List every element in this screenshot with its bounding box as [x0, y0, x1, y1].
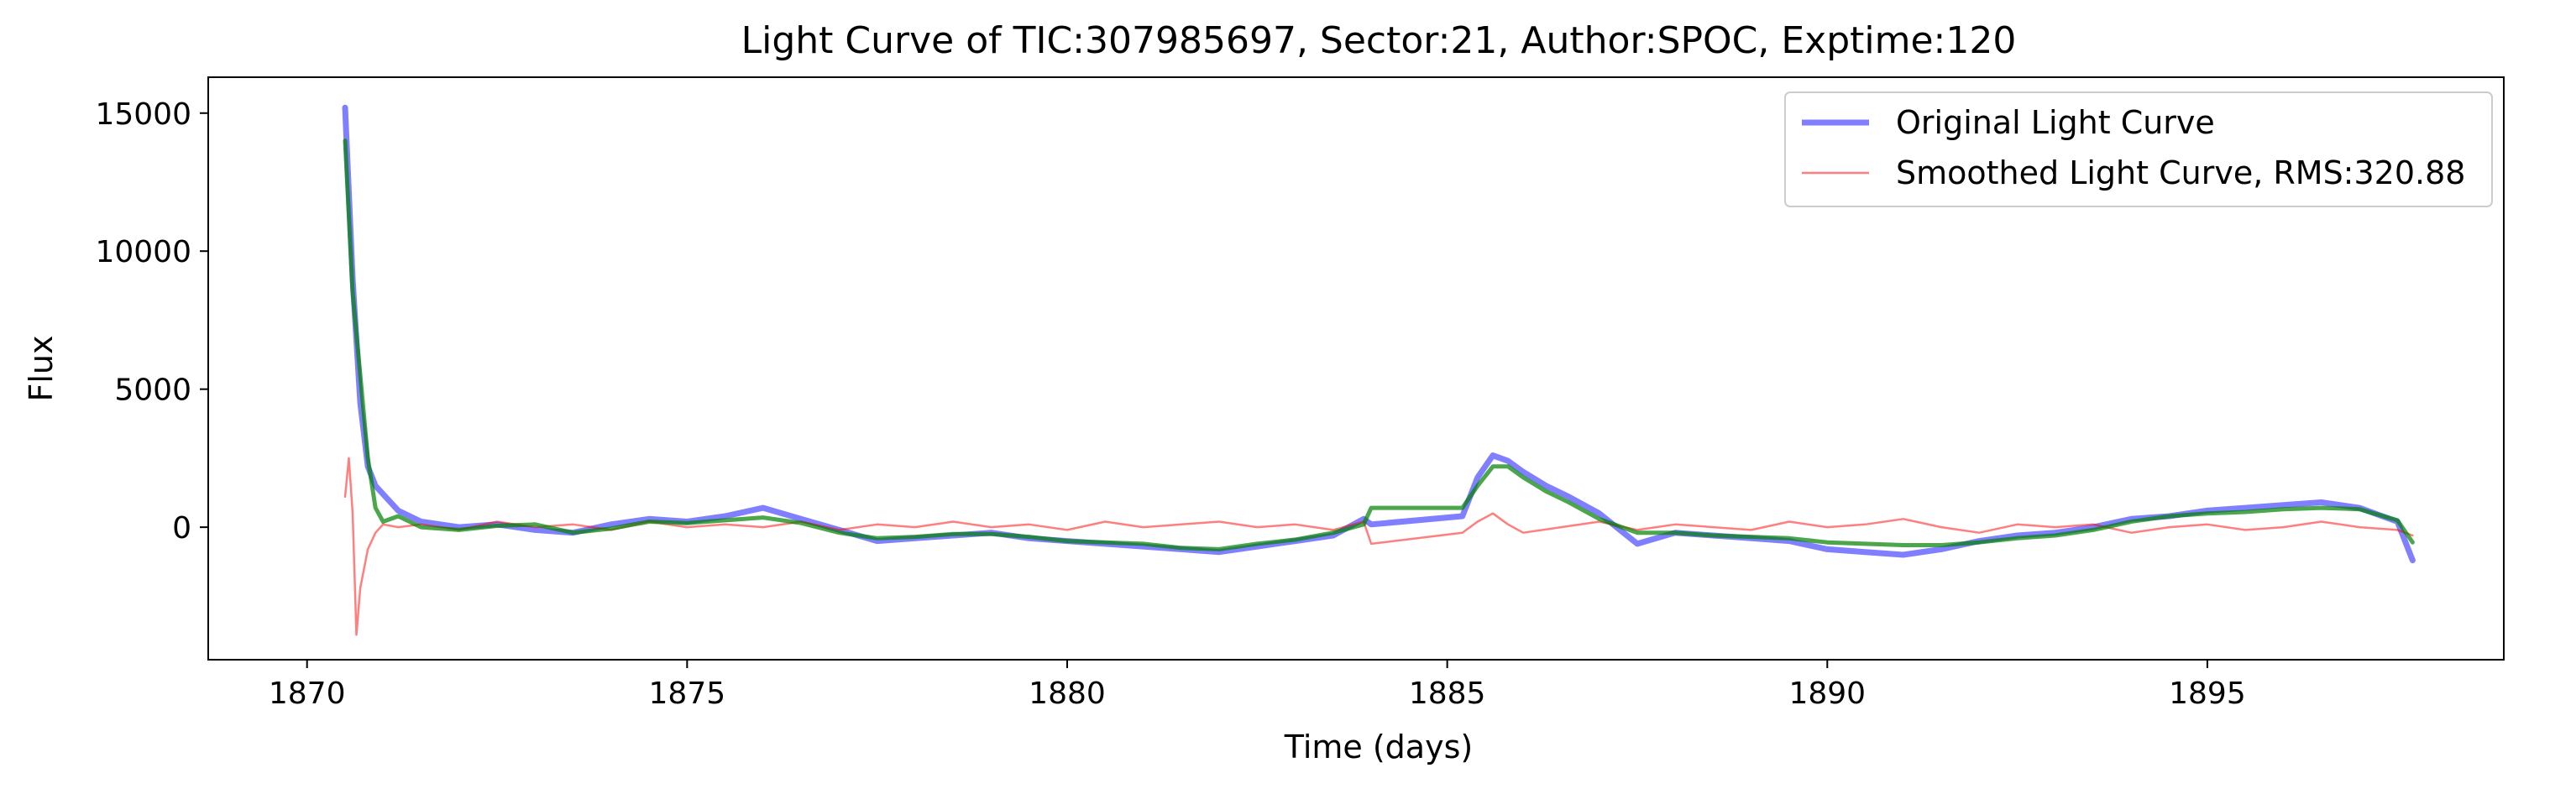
x-axis: 1870 1875 1880 1885 1890 1895 — [269, 660, 2246, 711]
legend-frame — [1784, 91, 2493, 207]
chart-title: Light Curve of TIC:307985697, Sector:21,… — [741, 19, 2017, 62]
y-tick-label: 10000 — [95, 235, 191, 269]
y-tick-label: 0 — [172, 511, 191, 546]
legend-label-original: Original Light Curve — [1896, 104, 2215, 141]
series-line-smoothed — [343, 457, 2414, 636]
series-line-trend — [343, 138, 2415, 551]
series-layer — [342, 104, 2416, 636]
y-tick-label: 15000 — [95, 97, 191, 132]
y-tick-label: 5000 — [114, 373, 191, 408]
x-tick-label: 1890 — [1788, 676, 1866, 711]
legend-label-smoothed: Smoothed Light Curve, RMS:320.88 — [1896, 154, 2465, 191]
legend: Original Light Curve Smoothed Light Curv… — [1784, 91, 2493, 207]
x-axis-label: Time (days) — [1284, 729, 1473, 765]
x-tick-label: 1870 — [269, 676, 346, 711]
plot-area — [207, 76, 2505, 661]
x-tick-label: 1885 — [1409, 676, 1486, 711]
x-tick-label: 1875 — [649, 676, 726, 711]
x-tick-label: 1895 — [2169, 676, 2246, 711]
x-tick-label: 1880 — [1029, 676, 1106, 711]
y-axis-label: Flux — [23, 336, 60, 402]
y-axis: 0 5000 10000 15000 — [95, 97, 208, 546]
plot-frame — [207, 76, 2505, 661]
